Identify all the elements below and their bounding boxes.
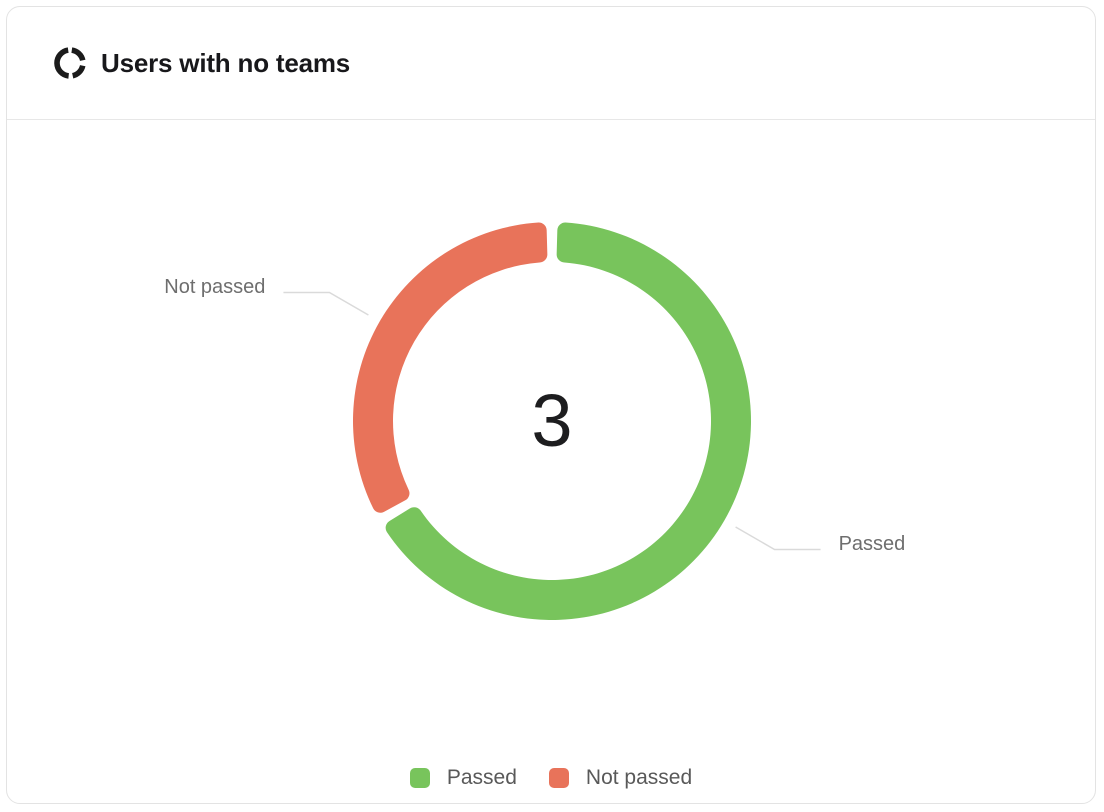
- segment-label-passed: Passed: [838, 532, 906, 555]
- card-header: Users with no teams: [7, 7, 1095, 120]
- label-line-passed: [735, 526, 821, 551]
- legend-label-passed: Passed: [446, 766, 517, 789]
- legend-item-passed[interactable]: Passed: [409, 766, 517, 789]
- legend-item-not-passed[interactable]: Not passed: [548, 766, 693, 789]
- chart-area: 3 Passed Not passed Passed Not passed: [7, 120, 1095, 803]
- chart-center-value: 3: [531, 379, 573, 462]
- legend-label-not-passed: Not passed: [585, 766, 693, 789]
- donut-chart-icon: [54, 47, 86, 79]
- legend-swatch-passed: [409, 767, 430, 788]
- label-line-not-passed: [283, 291, 369, 316]
- segment-label-not-passed: Not passed: [164, 275, 266, 298]
- users-with-no-teams-card: Users with no teams 3 Passed Not passed P…: [6, 6, 1096, 804]
- card-title: Users with no teams: [101, 47, 351, 78]
- donut-segment-not-passed[interactable]: [353, 222, 548, 513]
- chart-legend: Passed Not passed: [7, 767, 1095, 788]
- donut-chart: [283, 222, 821, 620]
- legend-swatch-not-passed: [548, 767, 569, 788]
